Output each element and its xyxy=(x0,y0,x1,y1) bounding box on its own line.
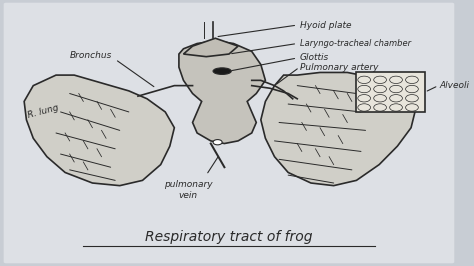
FancyBboxPatch shape xyxy=(4,3,454,263)
Ellipse shape xyxy=(213,68,231,74)
Text: Laryngo-tracheal chamber: Laryngo-tracheal chamber xyxy=(300,39,410,48)
Polygon shape xyxy=(179,41,265,144)
Text: Pulmonary artery: Pulmonary artery xyxy=(300,63,378,72)
Polygon shape xyxy=(183,38,238,57)
Text: Glottis: Glottis xyxy=(300,53,329,63)
FancyBboxPatch shape xyxy=(356,72,425,112)
Polygon shape xyxy=(261,72,416,186)
Text: pulmonary
vein: pulmonary vein xyxy=(164,180,212,200)
Ellipse shape xyxy=(213,140,222,145)
Text: Alveoli: Alveoli xyxy=(439,81,469,90)
Text: R. lung: R. lung xyxy=(27,103,59,120)
Text: Hyoid plate: Hyoid plate xyxy=(300,20,351,30)
Text: Bronchus: Bronchus xyxy=(70,51,112,60)
Polygon shape xyxy=(24,75,174,186)
Text: Respiratory tract of frog: Respiratory tract of frog xyxy=(145,230,313,244)
